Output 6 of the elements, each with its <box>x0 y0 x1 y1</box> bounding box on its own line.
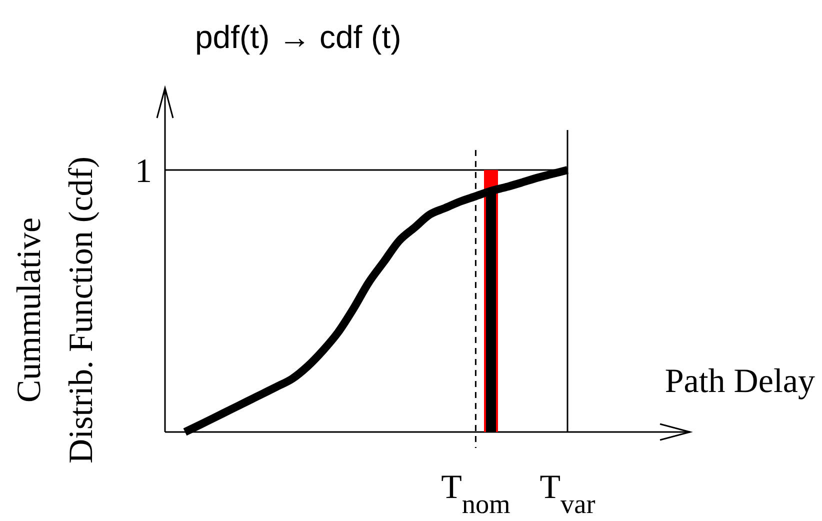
ref-line-label: 1 <box>135 152 152 190</box>
x-axis-title: Path Delay <box>664 363 815 400</box>
y-axis-title: Cummulative Distrib. Function (cdf) <box>11 156 100 464</box>
x-tick-label: T$_{var}$ <box>540 469 596 519</box>
x-tick-label: T$_{nom}$ <box>441 469 510 519</box>
chart-title: pdf(t) → cdf (t) <box>195 19 402 55</box>
